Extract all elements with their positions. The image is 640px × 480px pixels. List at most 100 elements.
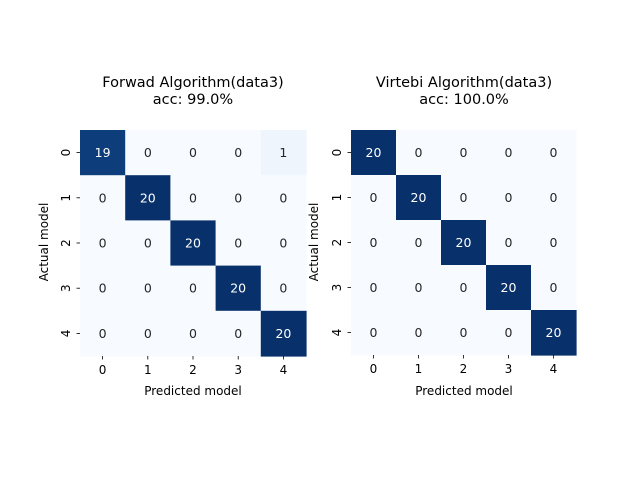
cell-value-label: 0 <box>370 280 378 295</box>
heatmap-cell-4-3 <box>215 310 262 357</box>
x-tick-label: 0 <box>99 363 107 377</box>
cell-value-label: 20 <box>140 190 156 205</box>
y-axis-label: Actual model <box>37 203 51 282</box>
heatmap-cell-1-1 <box>125 175 171 221</box>
y-tick-label: 3 <box>330 284 344 292</box>
cell-value-label: 20 <box>501 280 517 295</box>
heatmap-cell-3-4 <box>531 265 577 311</box>
heatmap-cell-3-3 <box>215 265 262 312</box>
y-tick-label: 1 <box>59 194 73 202</box>
x-tick-label: 4 <box>550 362 558 376</box>
cell-value-label: 0 <box>505 235 513 250</box>
heatmap-cell-0-2 <box>441 130 487 176</box>
heatmap-cell-1-2 <box>170 175 217 221</box>
cell-value-label: 0 <box>550 190 558 205</box>
cell-value-label: 20 <box>546 325 562 340</box>
y-tick-label: 1 <box>330 194 344 202</box>
cell-value-label: 0 <box>234 236 242 251</box>
chart-title: Virtebi Algorithm(data3) <box>376 75 552 91</box>
x-tick-label: 2 <box>460 362 468 376</box>
cell-value-label: 0 <box>189 326 197 341</box>
heatmap-cell-3-0 <box>80 265 126 312</box>
heatmap-cell-3-2 <box>441 265 487 311</box>
cell-value-label: 0 <box>99 281 107 296</box>
cell-value-label: 1 <box>279 145 287 160</box>
x-tick-label: 4 <box>280 363 288 377</box>
cell-value-label: 0 <box>99 326 107 341</box>
chart-title: Forwad Algorithm(data3) <box>102 75 283 91</box>
heatmap-cell-2-3 <box>486 220 532 266</box>
x-tick-label: 3 <box>234 363 242 377</box>
cell-value-label: 0 <box>189 281 197 296</box>
cell-value-label: 0 <box>415 325 423 340</box>
y-tick-label: 4 <box>330 329 344 337</box>
cell-value-label: 0 <box>370 235 378 250</box>
x-tick-label: 0 <box>370 362 378 376</box>
cell-value-label: 20 <box>185 236 201 251</box>
heatmap-cell-3-1 <box>125 265 171 312</box>
y-tick-label: 4 <box>59 330 73 338</box>
heatmap-cell-2-0 <box>351 220 397 266</box>
heatmap-cells: 20 0 0 0 0 0 20 0 0 0 0 0 20 0 0 0 0 0 20 0 0 0 0 0 20 <box>351 130 577 356</box>
cell-value-label: 0 <box>460 325 468 340</box>
cell-value-label: 0 <box>370 190 378 205</box>
cell-value-label: 0 <box>234 145 242 160</box>
cell-value-label: 0 <box>189 145 197 160</box>
heatmap-cell-1-1 <box>396 175 442 221</box>
cell-value-label: 0 <box>415 280 423 295</box>
heatmap-cell-2-1 <box>125 220 171 267</box>
heatmap-cell-3-1 <box>396 265 442 311</box>
heatmap-cell-0-4 <box>260 130 307 176</box>
heatmap-cell-2-2 <box>170 220 217 267</box>
cell-value-label: 0 <box>460 145 468 160</box>
cell-value-label: 0 <box>415 145 423 160</box>
heatmap-cell-4-4 <box>260 310 307 357</box>
heatmap-cell-0-1 <box>125 130 171 176</box>
heatmap-cell-0-2 <box>170 130 217 176</box>
x-tick-label: 3 <box>505 362 513 376</box>
cell-value-label: 0 <box>234 326 242 341</box>
heatmap-cell-2-4 <box>260 220 307 267</box>
heatmap-cell-3-2 <box>170 265 217 312</box>
y-tick-label: 0 <box>330 149 344 157</box>
heatmap-cell-2-3 <box>215 220 262 267</box>
heatmap-cell-1-4 <box>260 175 307 221</box>
cell-value-label: 0 <box>279 190 287 205</box>
heatmap-cell-4-1 <box>125 310 171 357</box>
cell-value-label: 0 <box>550 280 558 295</box>
x-tick-label: 1 <box>415 362 423 376</box>
cell-value-label: 0 <box>415 235 423 250</box>
cell-value-label: 0 <box>279 281 287 296</box>
cell-value-label: 0 <box>144 281 152 296</box>
cell-value-label: 0 <box>234 190 242 205</box>
cell-value-label: 0 <box>99 190 107 205</box>
heatmap-cell-3-4 <box>260 265 307 312</box>
heatmap-cell-1-3 <box>486 175 532 221</box>
y-tick-label: 2 <box>59 239 73 247</box>
heatmap-cell-4-2 <box>441 310 487 356</box>
heatmap-cell-1-0 <box>351 175 397 221</box>
cell-value-label: 0 <box>505 190 513 205</box>
y-axis-label: Actual model <box>307 203 321 282</box>
cell-value-label: 0 <box>144 145 152 160</box>
heatmap-cell-0-4 <box>531 130 577 176</box>
heatmap-cell-1-0 <box>80 175 126 221</box>
heatmap-cell-2-2 <box>441 220 487 266</box>
x-axis-label: Predicted model <box>144 384 242 398</box>
cell-value-label: 0 <box>460 190 468 205</box>
x-tick-label: 1 <box>144 363 152 377</box>
cell-value-label: 0 <box>189 190 197 205</box>
heatmap-cell-1-2 <box>441 175 487 221</box>
heatmap-cell-2-0 <box>80 220 126 267</box>
cell-value-label: 0 <box>550 145 558 160</box>
heatmap-cell-4-1 <box>396 310 442 356</box>
cell-value-label: 20 <box>411 190 427 205</box>
heatmap-cell-1-4 <box>531 175 577 221</box>
cell-value-label: 0 <box>99 236 107 251</box>
cell-value-label: 20 <box>366 145 382 160</box>
heatmap-cell-2-1 <box>396 220 442 266</box>
cell-value-label: 0 <box>505 325 513 340</box>
cell-value-label: 0 <box>550 235 558 250</box>
y-tick-label: 0 <box>59 149 73 157</box>
